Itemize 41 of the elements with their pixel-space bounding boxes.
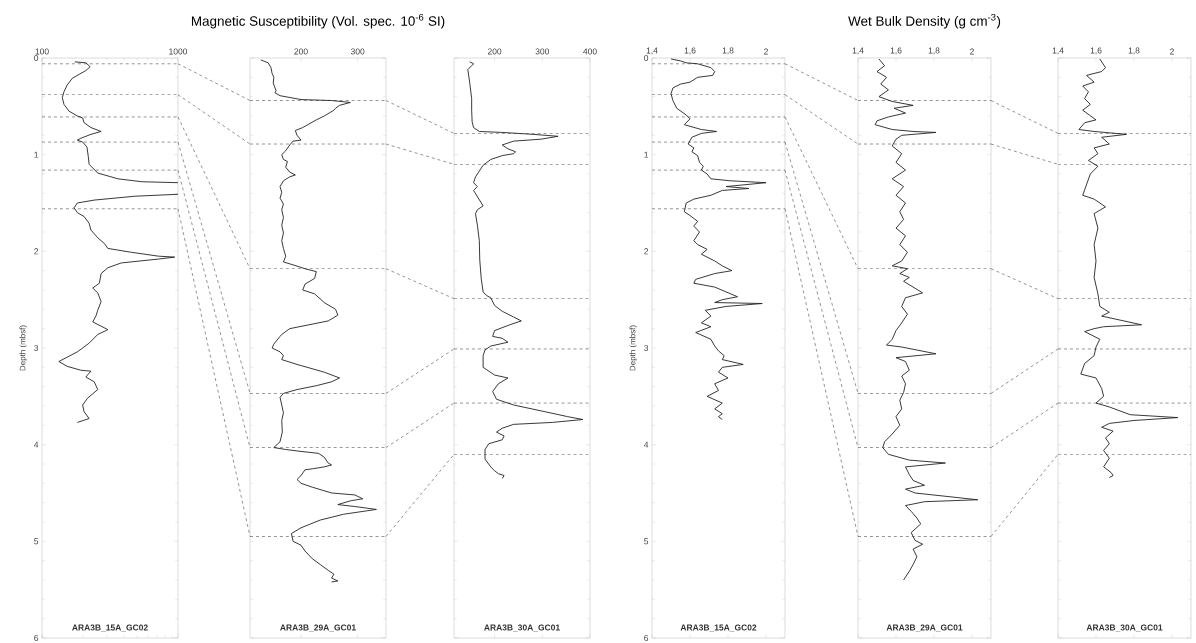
y-tick-label: 3 <box>644 345 649 351</box>
x-tick-label: 1,8 <box>722 47 734 55</box>
annotation: ARA3B_15A_GC02 <box>72 624 148 632</box>
x-tick-label: 1000 <box>169 48 188 55</box>
y-tick-label: 0 <box>644 55 649 61</box>
y-tick-label: 6 <box>644 635 649 641</box>
annotation: ARA3B_30A_GC01 <box>1086 624 1163 632</box>
x-tick-label: 1,4 <box>852 47 864 55</box>
y-tick-label: 2 <box>644 248 649 255</box>
y-tick-label: 6 <box>34 635 39 641</box>
x-tick-label: 1,8 <box>928 47 940 55</box>
annotation: ARA3B_15A_GC02 <box>680 624 757 632</box>
y-tick-label: 0 <box>34 55 39 61</box>
y-tick-label: 2 <box>34 248 39 255</box>
x-tick-label: 2 <box>970 48 974 55</box>
x-tick-label: 100 <box>35 48 49 55</box>
annotation: ARA3B_30A_GC01 <box>484 624 560 632</box>
y-tick-label: 1 <box>644 151 649 158</box>
x-tick-label: 1,4 <box>646 47 658 55</box>
x-tick-label: 2 <box>764 48 768 55</box>
chart-title: Magnetic Susceptibility (Vol. spec. 10$^{-6}$ SI) <box>191 13 445 29</box>
y-tick-label: 3 <box>34 345 39 351</box>
x-tick-label: 1,6 <box>684 47 696 55</box>
y-tick-label: 1 <box>34 151 39 158</box>
x-tick-label: 2 <box>1170 48 1174 55</box>
y-tick-label: 4 <box>33 441 39 448</box>
y-tick-label: 5 <box>644 538 649 545</box>
x-tick-label: 400 <box>583 48 597 55</box>
x-tick-label: 1,6 <box>1090 47 1102 55</box>
x-tick-label: 1,6 <box>890 47 902 55</box>
x-tick-label: 1,8 <box>1128 47 1140 55</box>
y-tick-label: 5 <box>34 538 39 545</box>
x-tick-label: 200 <box>487 48 502 55</box>
chart-title: Wet Bulk Density (g cm$^{-3}$) <box>848 13 1001 29</box>
annotation: ARA3B_29A_GC01 <box>886 624 963 632</box>
x-tick-label: 300 <box>350 48 365 55</box>
x-tick-label: 200 <box>294 48 308 55</box>
x-tick-label: 300 <box>535 48 550 55</box>
annotation: ARA3B_29A_GC01 <box>280 624 356 632</box>
y-tick-label: 4 <box>643 441 649 448</box>
x-tick-label: 1,4 <box>1052 47 1064 55</box>
